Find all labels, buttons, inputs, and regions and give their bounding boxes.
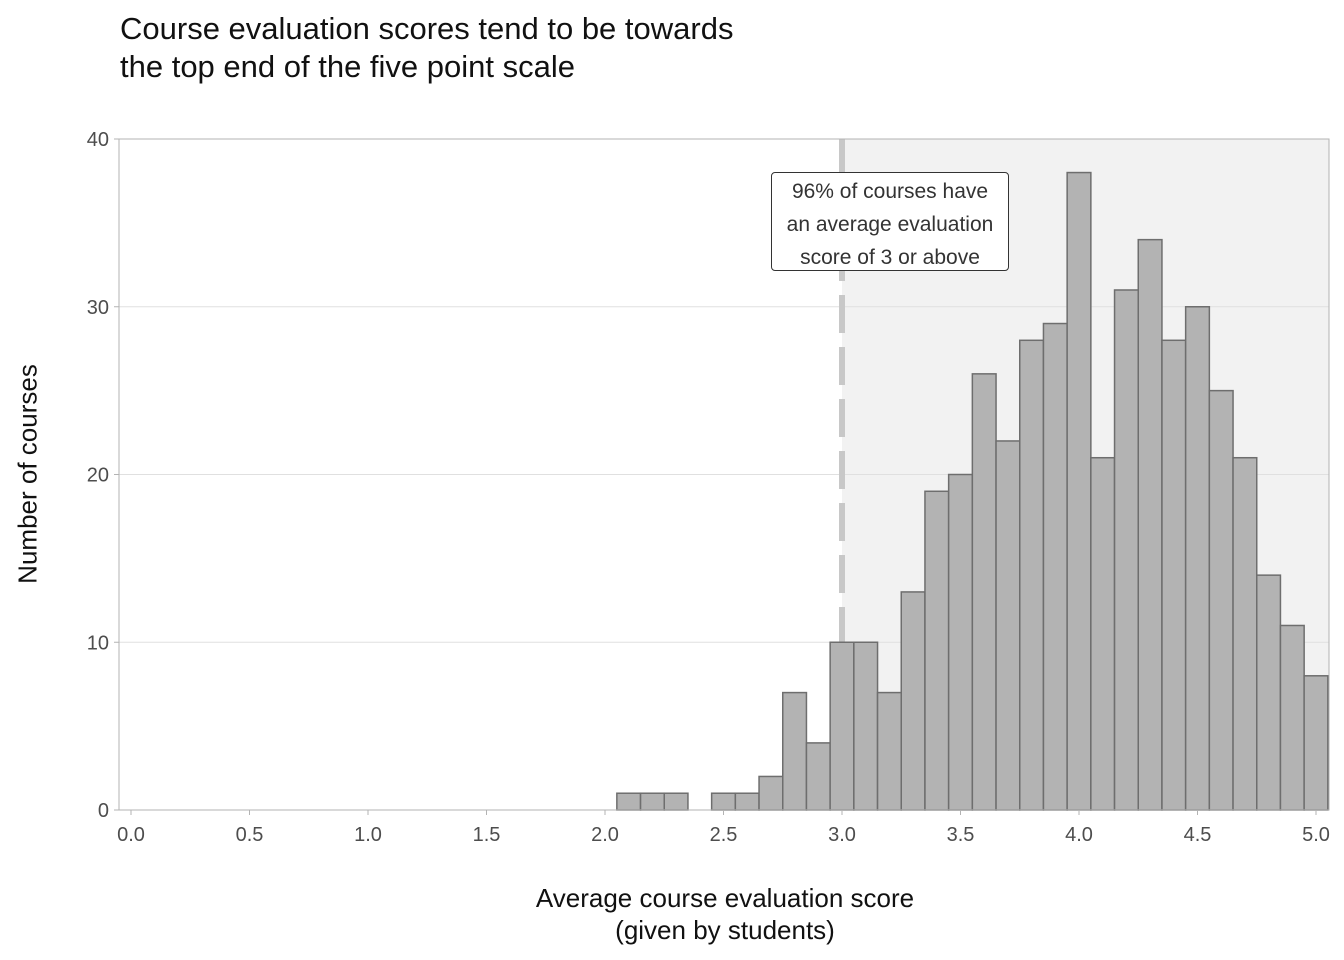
histogram-bar-14	[971, 373, 997, 811]
chart-title-line-1: Course evaluation scores tend to be towa…	[120, 11, 734, 46]
annotation-box: 96% of courses have an average evaluatio…	[771, 172, 1009, 271]
x-tick-label-3: 1.5	[473, 824, 501, 846]
histogram-bar-11	[900, 591, 926, 811]
x-tick-label-7: 3.5	[947, 824, 975, 846]
histogram-bar-23	[1184, 306, 1211, 811]
histogram-bar-4	[734, 792, 760, 811]
x-tick-label-4: 2.0	[591, 824, 619, 846]
histogram-bar-15	[995, 440, 1021, 811]
annotation-line-2: an average evaluation	[786, 213, 994, 236]
histogram-bar-24	[1208, 389, 1234, 811]
histogram-bar-27	[1279, 624, 1305, 811]
histogram-bar-7	[805, 742, 831, 811]
histogram-bar-12	[924, 490, 950, 811]
histogram-bar-2	[663, 792, 689, 811]
y-tick-label-0: 0	[98, 800, 109, 822]
histogram-bar-19	[1090, 456, 1116, 811]
y-tick-label-3: 30	[87, 297, 109, 319]
x-axis-label: Average course evaluation score (given b…	[536, 882, 914, 946]
y-tick-label-1: 10	[87, 632, 109, 654]
x-tick-label-5: 2.5	[710, 824, 738, 846]
histogram-bar-3	[710, 792, 737, 811]
histogram-bar-21	[1137, 238, 1163, 811]
x-tick-label-2: 1.0	[354, 824, 382, 846]
chart-title-line-2: the top end of the five point scale	[120, 49, 575, 84]
x-tick-label-9: 4.5	[1184, 824, 1212, 846]
histogram-bar-10	[876, 691, 902, 811]
histogram-bar-22	[1161, 339, 1187, 811]
histogram-bar-28	[1303, 675, 1329, 811]
annotation-line-3: score of 3 or above	[800, 246, 980, 269]
y-tick-label-2: 20	[87, 465, 109, 487]
histogram-bar-8	[829, 641, 855, 811]
histogram-bar-25	[1232, 456, 1258, 811]
x-tick-label-6: 3.0	[828, 824, 856, 846]
histogram-bar-20	[1113, 289, 1140, 811]
x-tick-label-0: 0.0	[117, 824, 145, 846]
histogram-bar-13	[947, 473, 974, 811]
histogram-bar-0	[616, 792, 642, 811]
y-tick-label-4: 40	[87, 129, 109, 151]
histogram-bar-17	[1042, 322, 1068, 811]
histogram-bar-5	[758, 775, 784, 811]
x-tick-label-1: 0.5	[236, 824, 264, 846]
x-tick-label-10: 5.0	[1302, 824, 1330, 846]
histogram-bar-16	[1019, 339, 1045, 811]
x-axis-label-line-1: Average course evaluation score	[535, 883, 915, 913]
histogram-bar-26	[1256, 574, 1282, 811]
x-tick-label-8: 4.0	[1065, 824, 1093, 846]
chart-title: Course evaluation scores tend to be towa…	[120, 10, 733, 86]
annotation-line-1: 96% of courses have	[791, 180, 989, 203]
histogram-bar-9	[853, 641, 879, 811]
histogram-bar-1	[639, 792, 665, 811]
histogram-bar-6	[782, 691, 808, 811]
histogram-bar-18	[1066, 171, 1092, 811]
x-axis-label-line-2: (given by students)	[615, 915, 835, 945]
